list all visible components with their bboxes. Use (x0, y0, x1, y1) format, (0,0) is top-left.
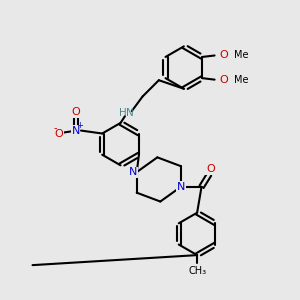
Text: +: + (76, 121, 83, 130)
Text: N: N (129, 167, 137, 177)
Text: O: O (219, 75, 228, 85)
Text: N: N (126, 108, 134, 118)
Text: Me: Me (234, 50, 248, 61)
Text: N: N (177, 182, 185, 192)
Text: O: O (71, 107, 80, 117)
Text: O: O (55, 129, 63, 139)
Text: O: O (219, 50, 228, 61)
Text: -: - (54, 124, 57, 134)
Text: CH₃: CH₃ (188, 266, 206, 276)
Text: O: O (206, 164, 215, 174)
Text: Me: Me (234, 75, 248, 85)
Text: H: H (119, 108, 127, 118)
Text: N: N (71, 126, 80, 136)
